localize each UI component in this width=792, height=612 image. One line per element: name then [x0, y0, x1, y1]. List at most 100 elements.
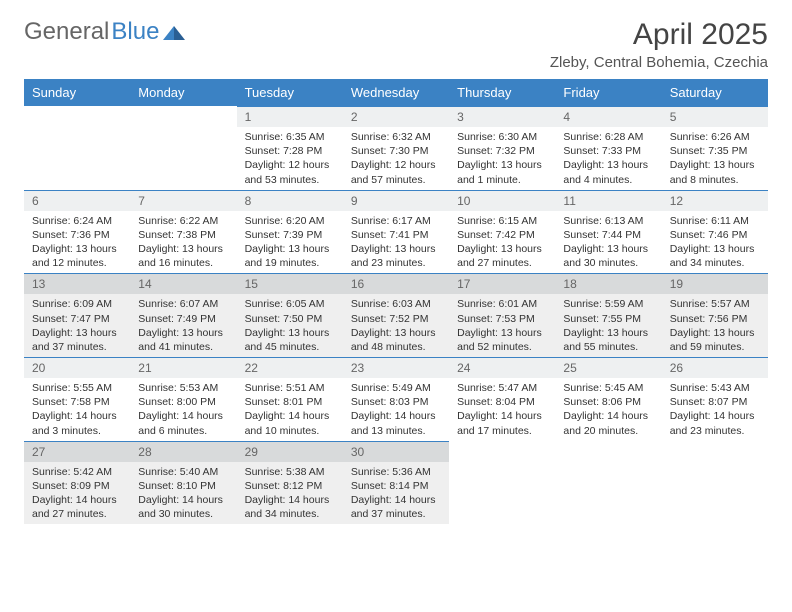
day-body: Sunrise: 5:57 AMSunset: 7:56 PMDaylight:…: [662, 294, 768, 357]
day-number: 17: [449, 273, 555, 294]
day-body: Sunrise: 6:05 AMSunset: 7:50 PMDaylight:…: [237, 294, 343, 357]
day-body: Sunrise: 5:55 AMSunset: 7:58 PMDaylight:…: [24, 378, 130, 441]
day-number: 14: [130, 273, 236, 294]
day-body: Sunrise: 6:26 AMSunset: 7:35 PMDaylight:…: [662, 127, 768, 190]
day-number: 12: [662, 190, 768, 211]
calendar-day: 23Sunrise: 5:49 AMSunset: 8:03 PMDayligh…: [343, 357, 449, 441]
calendar-day: 30Sunrise: 5:36 AMSunset: 8:14 PMDayligh…: [343, 441, 449, 525]
day-body: Sunrise: 5:51 AMSunset: 8:01 PMDaylight:…: [237, 378, 343, 441]
day-number: 29: [237, 441, 343, 462]
day-body: Sunrise: 6:03 AMSunset: 7:52 PMDaylight:…: [343, 294, 449, 357]
weekday-header: Monday: [130, 79, 236, 106]
day-body: Sunrise: 6:01 AMSunset: 7:53 PMDaylight:…: [449, 294, 555, 357]
logo-text-2: Blue: [111, 18, 159, 46]
day-body: Sunrise: 6:17 AMSunset: 7:41 PMDaylight:…: [343, 211, 449, 274]
day-number: 8: [237, 190, 343, 211]
day-body: Sunrise: 6:13 AMSunset: 7:44 PMDaylight:…: [555, 211, 661, 274]
day-body: Sunrise: 6:09 AMSunset: 7:47 PMDaylight:…: [24, 294, 130, 357]
calendar-day: 14Sunrise: 6:07 AMSunset: 7:49 PMDayligh…: [130, 273, 236, 357]
day-body: Sunrise: 5:40 AMSunset: 8:10 PMDaylight:…: [130, 462, 236, 525]
calendar-day: 26Sunrise: 5:43 AMSunset: 8:07 PMDayligh…: [662, 357, 768, 441]
day-number: 3: [449, 106, 555, 127]
day-number: 16: [343, 273, 449, 294]
calendar-day: 10Sunrise: 6:15 AMSunset: 7:42 PMDayligh…: [449, 190, 555, 274]
day-body: Sunrise: 5:49 AMSunset: 8:03 PMDaylight:…: [343, 378, 449, 441]
day-number: 21: [130, 357, 236, 378]
calendar-day: 13Sunrise: 6:09 AMSunset: 7:47 PMDayligh…: [24, 273, 130, 357]
calendar-day: 22Sunrise: 5:51 AMSunset: 8:01 PMDayligh…: [237, 357, 343, 441]
calendar-day: 15Sunrise: 6:05 AMSunset: 7:50 PMDayligh…: [237, 273, 343, 357]
location: Zleby, Central Bohemia, Czechia: [550, 54, 768, 71]
calendar-day: 21Sunrise: 5:53 AMSunset: 8:00 PMDayligh…: [130, 357, 236, 441]
calendar-day: 2Sunrise: 6:32 AMSunset: 7:30 PMDaylight…: [343, 106, 449, 190]
day-body: Sunrise: 5:36 AMSunset: 8:14 PMDaylight:…: [343, 462, 449, 525]
weekday-header: Thursday: [449, 79, 555, 106]
calendar-day: 17Sunrise: 6:01 AMSunset: 7:53 PMDayligh…: [449, 273, 555, 357]
day-body: Sunrise: 6:28 AMSunset: 7:33 PMDaylight:…: [555, 127, 661, 190]
day-number: 25: [555, 357, 661, 378]
day-number: 7: [130, 190, 236, 211]
page-title: April 2025: [550, 18, 768, 52]
calendar-day: 25Sunrise: 5:45 AMSunset: 8:06 PMDayligh…: [555, 357, 661, 441]
day-number: 26: [662, 357, 768, 378]
day-number: 19: [662, 273, 768, 294]
calendar-day: 20Sunrise: 5:55 AMSunset: 7:58 PMDayligh…: [24, 357, 130, 441]
calendar-day: 29Sunrise: 5:38 AMSunset: 8:12 PMDayligh…: [237, 441, 343, 525]
calendar-day: 18Sunrise: 5:59 AMSunset: 7:55 PMDayligh…: [555, 273, 661, 357]
calendar-day: 16Sunrise: 6:03 AMSunset: 7:52 PMDayligh…: [343, 273, 449, 357]
calendar-day: 9Sunrise: 6:17 AMSunset: 7:41 PMDaylight…: [343, 190, 449, 274]
day-body: Sunrise: 6:22 AMSunset: 7:38 PMDaylight:…: [130, 211, 236, 274]
calendar-day: 11Sunrise: 6:13 AMSunset: 7:44 PMDayligh…: [555, 190, 661, 274]
weekday-header: Tuesday: [237, 79, 343, 106]
calendar-day: 28Sunrise: 5:40 AMSunset: 8:10 PMDayligh…: [130, 441, 236, 525]
calendar-day: 24Sunrise: 5:47 AMSunset: 8:04 PMDayligh…: [449, 357, 555, 441]
calendar-day: 4Sunrise: 6:28 AMSunset: 7:33 PMDaylight…: [555, 106, 661, 190]
day-number: 15: [237, 273, 343, 294]
logo: GeneralBlue: [24, 18, 185, 46]
day-number: 22: [237, 357, 343, 378]
weekday-header: Saturday: [662, 79, 768, 106]
day-number: 28: [130, 441, 236, 462]
day-body: Sunrise: 6:20 AMSunset: 7:39 PMDaylight:…: [237, 211, 343, 274]
logo-text-1: General: [24, 18, 109, 46]
day-number: 5: [662, 106, 768, 127]
day-number: 23: [343, 357, 449, 378]
calendar-day: 3Sunrise: 6:30 AMSunset: 7:32 PMDaylight…: [449, 106, 555, 190]
day-number: 27: [24, 441, 130, 462]
day-number: 30: [343, 441, 449, 462]
day-body: Sunrise: 6:24 AMSunset: 7:36 PMDaylight:…: [24, 211, 130, 274]
calendar-table: SundayMondayTuesdayWednesdayThursdayFrid…: [24, 79, 768, 524]
day-body: Sunrise: 6:15 AMSunset: 7:42 PMDaylight:…: [449, 211, 555, 274]
calendar-day: 19Sunrise: 5:57 AMSunset: 7:56 PMDayligh…: [662, 273, 768, 357]
calendar-day: 6Sunrise: 6:24 AMSunset: 7:36 PMDaylight…: [24, 190, 130, 274]
day-number: 10: [449, 190, 555, 211]
day-body: Sunrise: 6:11 AMSunset: 7:46 PMDaylight:…: [662, 211, 768, 274]
weekday-header: Friday: [555, 79, 661, 106]
day-body: Sunrise: 6:07 AMSunset: 7:49 PMDaylight:…: [130, 294, 236, 357]
calendar-day: 27Sunrise: 5:42 AMSunset: 8:09 PMDayligh…: [24, 441, 130, 525]
day-body: Sunrise: 5:43 AMSunset: 8:07 PMDaylight:…: [662, 378, 768, 441]
day-body: Sunrise: 5:47 AMSunset: 8:04 PMDaylight:…: [449, 378, 555, 441]
day-number: 4: [555, 106, 661, 127]
day-number: 20: [24, 357, 130, 378]
day-number: 9: [343, 190, 449, 211]
day-body: Sunrise: 5:42 AMSunset: 8:09 PMDaylight:…: [24, 462, 130, 525]
calendar-day: 8Sunrise: 6:20 AMSunset: 7:39 PMDaylight…: [237, 190, 343, 274]
day-body: Sunrise: 6:32 AMSunset: 7:30 PMDaylight:…: [343, 127, 449, 190]
day-body: Sunrise: 5:59 AMSunset: 7:55 PMDaylight:…: [555, 294, 661, 357]
day-body: Sunrise: 6:35 AMSunset: 7:28 PMDaylight:…: [237, 127, 343, 190]
calendar-day: 12Sunrise: 6:11 AMSunset: 7:46 PMDayligh…: [662, 190, 768, 274]
day-body: Sunrise: 5:53 AMSunset: 8:00 PMDaylight:…: [130, 378, 236, 441]
day-body: Sunrise: 6:30 AMSunset: 7:32 PMDaylight:…: [449, 127, 555, 190]
day-body: Sunrise: 5:45 AMSunset: 8:06 PMDaylight:…: [555, 378, 661, 441]
day-body: Sunrise: 5:38 AMSunset: 8:12 PMDaylight:…: [237, 462, 343, 525]
day-number: 1: [237, 106, 343, 127]
day-number: 6: [24, 190, 130, 211]
calendar-day: 1Sunrise: 6:35 AMSunset: 7:28 PMDaylight…: [237, 106, 343, 190]
day-number: 11: [555, 190, 661, 211]
day-number: 18: [555, 273, 661, 294]
logo-triangle-icon: [163, 24, 185, 40]
weekday-header: Wednesday: [343, 79, 449, 106]
calendar-day: 5Sunrise: 6:26 AMSunset: 7:35 PMDaylight…: [662, 106, 768, 190]
calendar-day: 7Sunrise: 6:22 AMSunset: 7:38 PMDaylight…: [130, 190, 236, 274]
